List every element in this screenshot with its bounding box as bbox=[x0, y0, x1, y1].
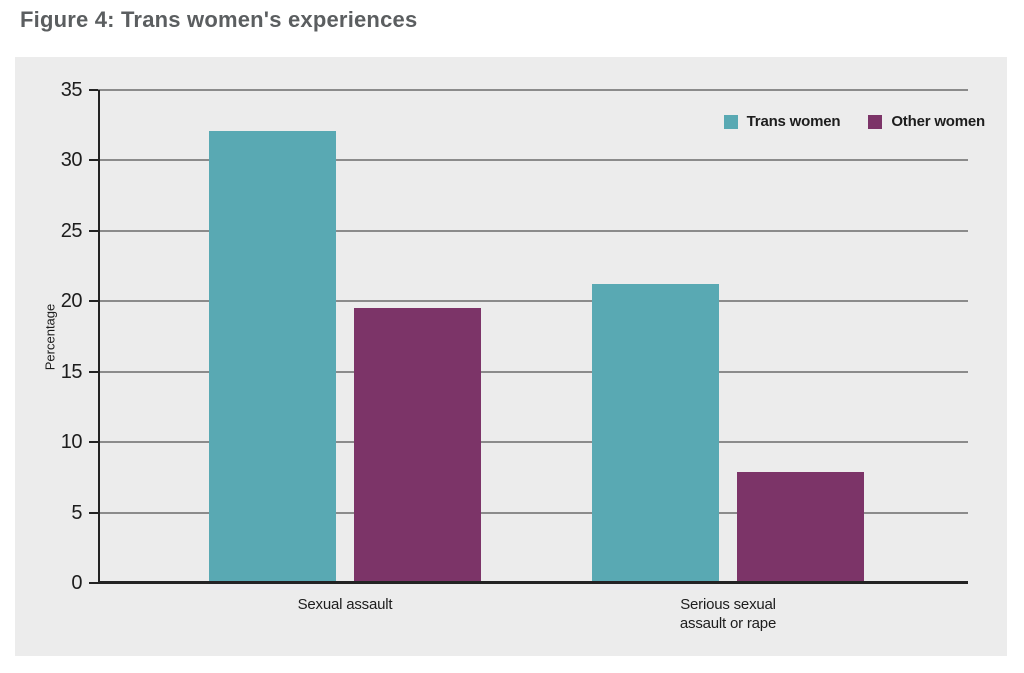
y-axis-tick-label-15: 15 bbox=[60, 360, 83, 383]
bar-trans-women-sexual-assault bbox=[209, 130, 336, 583]
bar-trans-women-serious-sexual-assault-or-rape bbox=[592, 284, 719, 583]
y-axis-tick-label-5: 5 bbox=[71, 501, 82, 524]
chart-panel: Trans women Other women Percentage 0 5 10 15… bbox=[15, 57, 1007, 656]
y-axis-tick-5 bbox=[89, 511, 98, 514]
y-axis-title: Percentage bbox=[42, 303, 58, 371]
bar-other-women-sexual-assault bbox=[354, 308, 481, 583]
y-axis-tick-30 bbox=[89, 159, 98, 162]
legend-label-other-women: Other women bbox=[891, 113, 985, 130]
y-axis-tick-label-30: 30 bbox=[60, 149, 83, 172]
legend-label-trans-women: Trans women bbox=[746, 113, 841, 130]
gridline-5 bbox=[98, 511, 968, 514]
plot-area: 0 5 10 15 20 25 30 35 bbox=[61, 80, 968, 593]
gridline-30 bbox=[98, 159, 968, 162]
legend-item-other-women: Other women bbox=[868, 114, 985, 129]
x-axis-line bbox=[98, 581, 968, 584]
chart-legend: Trans women Other women bbox=[723, 113, 985, 130]
y-axis-tick-0 bbox=[89, 582, 98, 584]
gridline-10 bbox=[98, 441, 968, 444]
legend-swatch-trans-women-icon bbox=[723, 114, 738, 129]
y-axis-tick-label-10: 10 bbox=[60, 431, 83, 454]
legend-item-trans-women: Trans women bbox=[723, 113, 841, 130]
category-label-serious-sexual-assault-or-rape: Serious sexual assault or rape bbox=[679, 596, 777, 632]
y-axis-tick-label-20: 20 bbox=[60, 290, 83, 313]
y-axis-tick-label-25: 25 bbox=[60, 219, 83, 242]
y-axis-tick-15 bbox=[89, 370, 98, 373]
gridline-20 bbox=[98, 300, 968, 303]
category-label-sexual-assault: Sexual assault bbox=[297, 596, 393, 613]
bar-other-women-serious-sexual-assault-or-rape bbox=[737, 471, 864, 583]
legend-swatch-other-women-icon bbox=[868, 114, 883, 129]
gridline-35 bbox=[98, 89, 968, 91]
gridline-15 bbox=[98, 370, 968, 373]
y-axis-tick-10 bbox=[89, 441, 98, 444]
y-axis-tick-label-0: 0 bbox=[71, 572, 82, 594]
figure-title: Figure 4: Trans women's experiences bbox=[20, 7, 418, 32]
gridline-25 bbox=[98, 229, 968, 232]
y-axis-tick-label-35: 35 bbox=[60, 79, 83, 101]
y-axis-line bbox=[98, 90, 100, 583]
y-axis-tick-20 bbox=[89, 300, 98, 303]
y-axis-tick-35 bbox=[89, 89, 98, 91]
y-axis-tick-25 bbox=[89, 229, 98, 232]
